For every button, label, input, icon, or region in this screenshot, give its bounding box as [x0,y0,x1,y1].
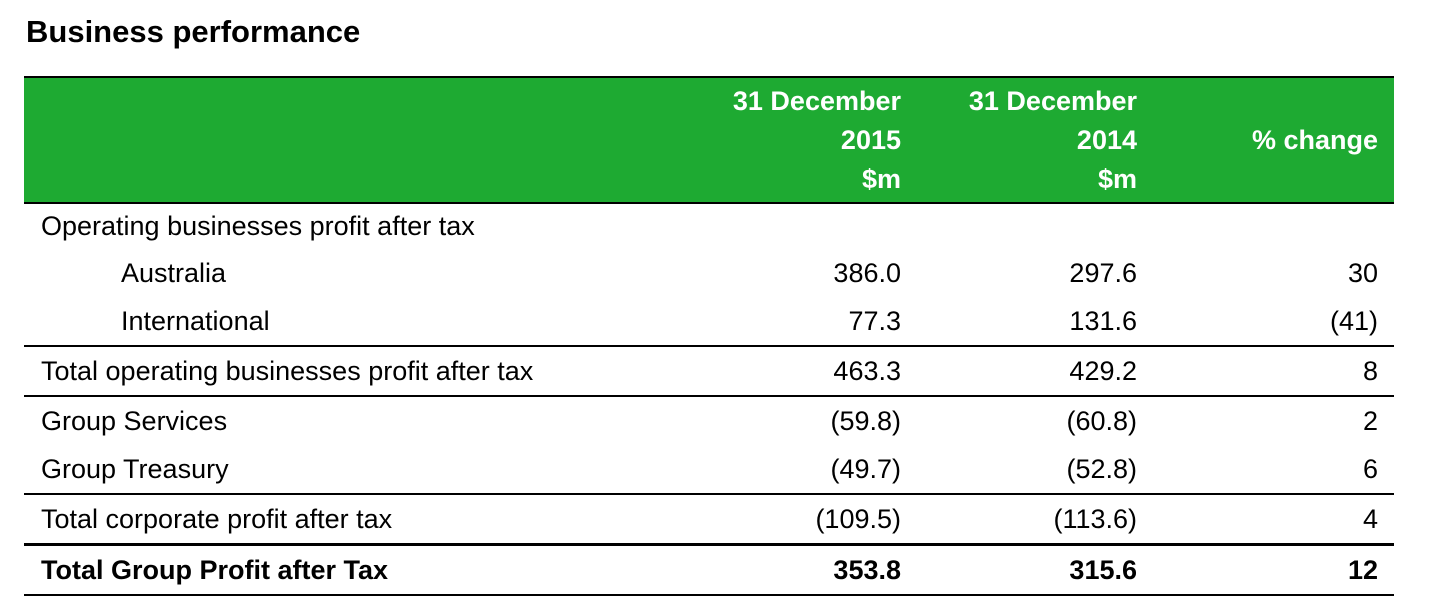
value-2014: (52.8) [1066,453,1137,484]
value-2014: 297.6 [1069,257,1137,288]
header-2014: 31 December 2014 $m [917,76,1153,204]
row-label: Australia [121,257,227,288]
section-empty-cell [681,203,917,249]
business-performance-table: 31 December 2015 $m 31 December 2014 $m … [24,76,1394,596]
row-label: International [121,305,270,336]
value-change: 12 [1153,543,1394,596]
value-2014: 131.6 [1069,305,1137,336]
value-2015: (109.5) [681,493,917,545]
value-2014: (113.6) [917,493,1153,545]
value-change: 6 [1362,453,1378,484]
value-change: (41) [1329,305,1378,336]
table-row: Total corporate profit after tax (109.5)… [24,493,1394,545]
row-label: Total Group Profit after Tax [24,543,681,596]
value-2015: (49.7) [830,453,901,484]
header-percent-change: % change [1153,76,1394,204]
value-2014: (60.8) [917,395,1153,445]
header-2014-line-year: 2014 [1076,124,1137,155]
table-row: Total operating businesses profit after … [24,345,1394,396]
header-label-column [24,76,681,204]
table-header: 31 December 2015 $m 31 December 2014 $m … [24,76,1394,204]
table-row: Australia 386.0 297.6 30 [24,249,1394,297]
section-empty-cell [917,203,1153,249]
value-2014: 315.6 [917,543,1153,596]
row-label: Group Treasury [41,453,229,484]
table-body: Operating businesses profit after tax Au… [24,203,1394,596]
header-row: 31 December 2015 $m 31 December 2014 $m … [24,76,1394,204]
value-change: 8 [1153,345,1394,396]
value-2014: 429.2 [917,345,1153,396]
value-change: 2 [1153,395,1394,445]
value-2015: 386.0 [833,257,901,288]
total-row: Total Group Profit after Tax 353.8 315.6… [24,543,1394,596]
section-row: Operating businesses profit after tax [24,203,1394,249]
section-label: Operating businesses profit after tax [41,211,475,241]
section-empty-cell [1153,203,1394,249]
table-row: Group Treasury (49.7) (52.8) 6 [24,445,1394,494]
header-2015: 31 December 2015 $m [681,76,917,204]
value-change: 30 [1347,257,1378,288]
value-2015: 353.8 [681,543,917,596]
row-label: Group Services [24,395,681,445]
page-title: Business performance [26,14,361,49]
header-2014-line-unit: $m [1097,163,1137,194]
header-2015-line-date: 31 December [732,85,901,116]
header-2015-line-year: 2015 [840,124,901,155]
value-2015: 463.3 [681,345,917,396]
value-change: 4 [1153,493,1394,545]
header-2014-line-date: 31 December [968,85,1137,116]
value-2015: 77.3 [848,305,901,336]
row-label: Total corporate profit after tax [24,493,681,545]
value-2015: (59.8) [681,395,917,445]
table-row: International 77.3 131.6 (41) [24,297,1394,346]
row-label: Total operating businesses profit after … [24,345,681,396]
header-2015-line-unit: $m [861,163,901,194]
table-row: Group Services (59.8) (60.8) 2 [24,395,1394,445]
